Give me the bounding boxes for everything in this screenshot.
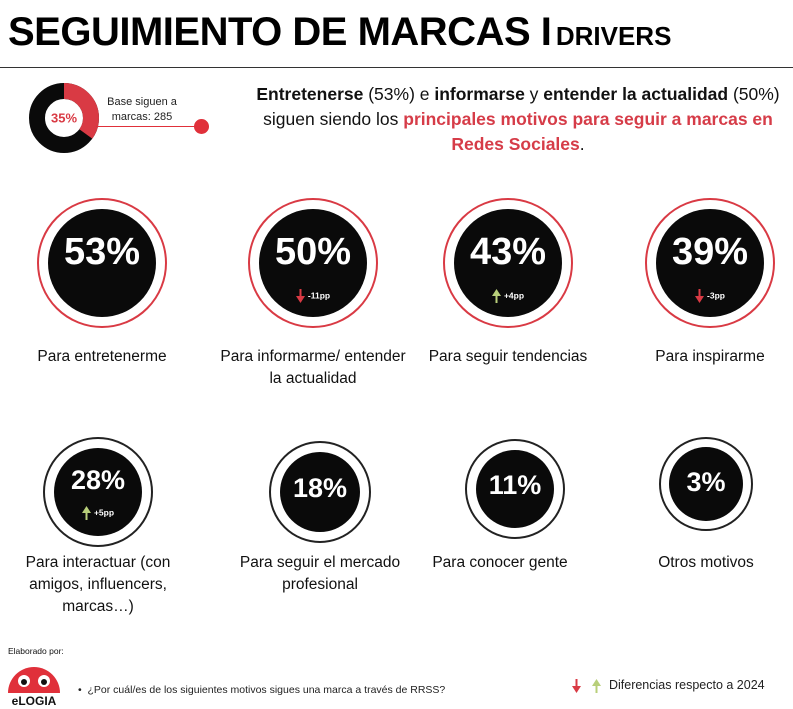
motive-card-7: 11% Para conocer gente [413, 437, 603, 607]
motive-circle: 11% [476, 450, 554, 528]
motive-circle: 28% +5pp [54, 448, 142, 536]
motive-label: Para interactuar (con amigos, influencer… [25, 554, 171, 615]
elogia-logo: eLOGIA [8, 667, 60, 707]
headline-highlight: principales motivos para seguir a marcas… [403, 109, 773, 154]
motive-value: 53% [63, 231, 141, 273]
logo-text: eLOGIA [12, 694, 57, 707]
motive-circle: 39% -3pp [656, 209, 764, 317]
headline: Entretenerse (53%) e informarse y entend… [250, 82, 786, 157]
title-main: SEGUIMIENTO DE MARCAS I [8, 10, 552, 54]
headline-text-2: (53%) e [363, 84, 435, 104]
headline-bold-5: entender la actualidad [543, 84, 729, 104]
legend-text: Diferencias respecto a 2024 [608, 678, 765, 693]
base-label: Base siguen a marcas: 285 [107, 96, 177, 123]
motive-delta-text: +4pp [503, 290, 525, 301]
motive-label: Para seguir el mercado profesional [239, 554, 401, 593]
survey-question: • ¿Por cuál/es de los siguientes motivos… [78, 684, 446, 696]
motive-label: Para conocer gente [432, 554, 568, 571]
title-subtitle: DRIVERS [555, 21, 672, 51]
base-connector-dot [194, 119, 209, 134]
motive-delta: +4pp [454, 289, 562, 303]
motive-circle: 43% +4pp [454, 209, 562, 317]
motive-circle: 18% [280, 452, 360, 532]
motive-delta-text: -11pp [307, 290, 331, 301]
motive-circle: 3% [669, 447, 743, 521]
motive-value: 18% [292, 473, 348, 503]
motive-value: 3% [686, 467, 726, 497]
motive-value: 39% [671, 231, 749, 273]
motive-label: Para informarme/ entender la actualidad [220, 348, 406, 387]
motive-value: 28% [70, 465, 126, 495]
motive-value: 43% [469, 231, 547, 273]
arrow-up-icon [491, 289, 501, 303]
motive-value: 11% [488, 470, 542, 500]
donut-share-arc [29, 83, 99, 153]
elaborated-by: Elaborado por: [8, 646, 64, 656]
headline-text-6: (50%) siguen siendo los [263, 84, 780, 129]
motive-card-6: 18% Para seguir el mercado profesional [210, 437, 400, 607]
motive-circle: 50% -11pp [259, 209, 367, 317]
motive-delta: +5pp [54, 506, 142, 520]
headline-text-8: . [579, 134, 585, 154]
base-connector-line [96, 126, 204, 127]
arrow-down-icon [295, 289, 305, 303]
motive-label: Para inspirarme [655, 348, 765, 365]
motive-card-5: 28% +5pp Para interactuar (con amigos, i… [3, 437, 193, 627]
page-title: SEGUIMIENTO DE MARCAS I DRIVERS [8, 10, 671, 55]
motive-card-2: 50% -11pp Para informarme/ entender la a… [218, 196, 408, 396]
motive-delta-text: -3pp [707, 290, 725, 301]
legend: Diferencias respecto a 2024 [572, 678, 765, 694]
base-donut-chart: 35% [29, 83, 99, 153]
motive-label: Otros motivos [658, 554, 754, 571]
motive-value: 50% [274, 231, 352, 273]
headline-bold-1: Entretenerse [256, 84, 364, 104]
motive-card-1: 53% Para entretenerme [7, 196, 197, 366]
motive-card-4: 39% -3pp Para inspirarme [615, 196, 793, 366]
survey-question-text: ¿Por cuál/es de los siguientes motivos s… [87, 684, 446, 696]
motive-label: Para entretenerme [37, 348, 167, 365]
motive-circle: 53% [48, 209, 156, 317]
motive-card-8: 3% Otros motivos [615, 437, 793, 587]
donut-percent-label: 35% [51, 111, 77, 126]
headline-text-4: y [524, 84, 544, 104]
headline-bold-3: informarse [434, 84, 525, 104]
motive-card-3: 43% +4pp Para seguir tendencias [413, 196, 603, 396]
arrow-up-icon [592, 679, 602, 693]
arrow-down-icon [695, 289, 705, 303]
arrow-down-icon [572, 679, 581, 693]
motive-delta: -3pp [656, 289, 764, 303]
motive-delta-text: +5pp [93, 507, 115, 518]
motive-delta: -11pp [259, 289, 367, 303]
arrow-up-icon [81, 506, 91, 520]
motive-label: Para seguir tendencias [428, 348, 588, 365]
title-divider [0, 67, 793, 68]
